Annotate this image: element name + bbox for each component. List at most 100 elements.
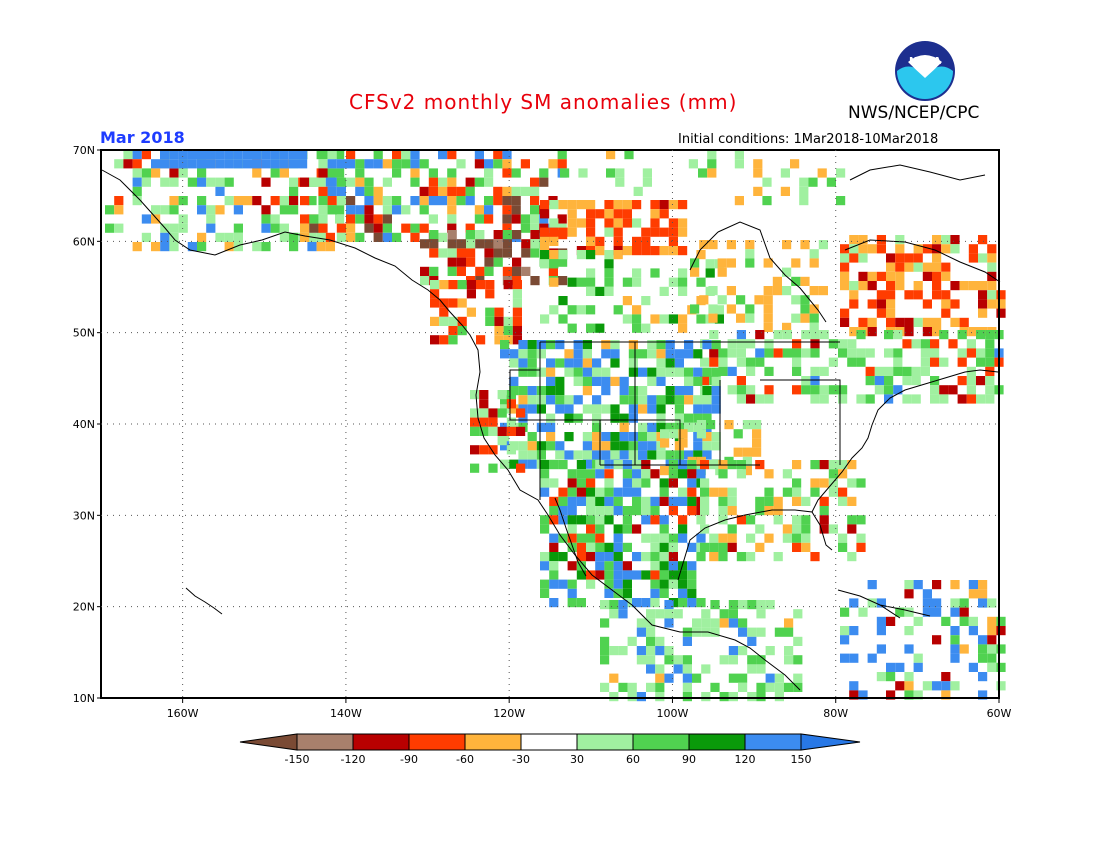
anomaly-cell [270,159,280,169]
anomaly-cell [847,496,857,506]
anomaly-cell [911,366,921,376]
anomaly-cell [622,314,632,324]
anomaly-cell [792,515,802,525]
anomaly-cell [717,295,727,305]
anomaly-cell [968,244,978,254]
legend-bin [688,733,746,751]
anomaly-cell [628,386,638,396]
anomaly-cell [300,223,310,233]
anomaly-cell [674,404,684,414]
anomaly-cell [650,598,660,608]
anomaly-cell [932,253,942,263]
anomaly-cell [530,230,540,240]
anomaly-cell [886,253,896,263]
anomaly-cell [151,242,161,252]
anomaly-cell [641,570,651,580]
anomaly-cell [518,358,528,368]
anomaly-cell [782,267,792,277]
anomaly-cell [638,404,648,414]
anomaly-cell [549,579,559,589]
anomaly-cell [674,413,684,423]
anomaly-cell [746,339,756,349]
anomaly-cell [664,600,674,610]
anomaly-cell [604,469,614,479]
anomaly-cell [233,159,243,169]
anomaly-cell [438,186,448,196]
anomaly-cell [836,168,846,178]
anomaly-cell [592,404,602,414]
map-title: CFSv2 monthly SM anomalies (mm) [349,90,738,114]
anomaly-cell [586,286,596,296]
anomaly-cell [540,579,550,589]
anomaly-cell [700,478,710,488]
anomaly-cell [874,366,884,376]
anomaly-cell [622,218,632,228]
anomaly-cell [622,561,632,571]
anomaly-cell [512,335,522,345]
anomaly-cell [838,496,848,506]
anomaly-cell [746,357,756,367]
anomaly-cell [428,196,438,206]
anomaly-cell [540,209,550,219]
anomaly-cell [197,205,207,215]
anomaly-cell [252,196,262,206]
anomaly-cell [419,223,429,233]
anomaly-cell [636,692,646,702]
anomaly-cell [488,417,498,427]
anomaly-cell [549,478,559,488]
anomaly-cell [466,280,476,290]
anomaly-cell [576,305,586,315]
anomaly-cell [650,200,660,210]
anomaly-cell [448,335,458,345]
anomaly-cell [573,340,583,350]
anomaly-cell [132,168,142,178]
lat-label: 30N [73,509,95,522]
anomaly-cell [622,277,632,287]
anomaly-cell [656,367,666,377]
anomaly-cell [849,281,859,291]
anomaly-cell [318,150,328,160]
anomaly-cell [527,367,537,377]
anomaly-cell [582,450,592,460]
anomaly-cell [438,177,448,187]
anomaly-cell [849,327,859,337]
anomaly-cell [736,348,746,358]
anomaly-cell [355,232,365,242]
anomaly-cell [941,235,951,245]
anomaly-cell [549,236,559,246]
anomaly-cell [465,186,475,196]
legend-bin [296,733,354,751]
anomaly-cell [893,385,903,395]
anomaly-cell [270,168,280,178]
anomaly-cell [604,561,614,571]
anomaly-cell [847,348,857,358]
anomaly-cell [576,542,586,552]
anomaly-cell [567,469,577,479]
anomaly-cell [978,235,988,245]
anomaly-cell [978,653,988,663]
anomaly-cell [586,496,596,506]
anomaly-cell [764,385,774,395]
anomaly-cell [968,281,978,291]
anomaly-cell [660,438,670,448]
anomaly-cell [701,618,711,628]
anomaly-cell [527,459,537,469]
anomaly-cell [475,266,485,276]
anomaly-cell [678,469,688,479]
anomaly-cell [619,450,629,460]
anomaly-cell [619,376,629,386]
anomaly-cell [555,340,565,350]
anomaly-cell [700,357,710,367]
anomaly-cell [867,299,877,309]
anomaly-cell [567,506,577,516]
anomaly-cell [457,298,467,308]
anomaly-cell [382,205,392,215]
anomaly-cell [546,413,556,423]
anomaly-cell [856,515,866,525]
anomaly-cell [809,313,819,323]
anomaly-cell [950,681,960,691]
anomaly-cell [752,429,762,439]
anomaly-cell [656,422,666,432]
anomaly-cell [819,330,829,340]
anomaly-cell [373,186,383,196]
